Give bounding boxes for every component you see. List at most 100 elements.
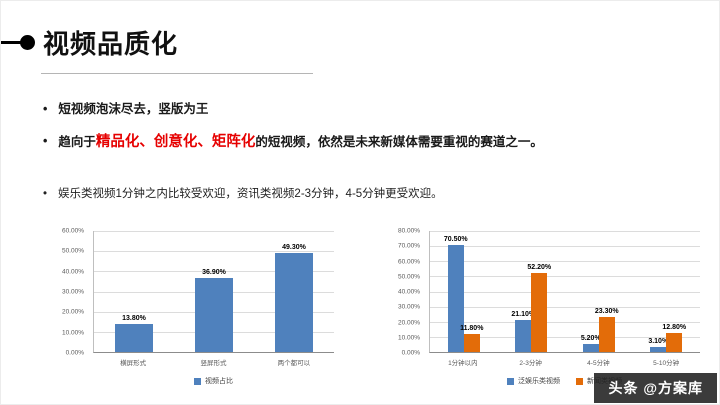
bar-value-label: 52.20% (527, 264, 552, 272)
y-tick-label: 80.00% (397, 227, 420, 235)
gridline (94, 231, 334, 232)
y-tick-label: 60.00% (397, 258, 420, 265)
bar-value-label: 11.80% (460, 325, 484, 333)
watermark-text: 头条 @方案库 (608, 380, 703, 396)
title-underline (41, 73, 313, 74)
y-tick-label: 40.00% (61, 268, 84, 276)
legend-swatch (576, 377, 583, 385)
bar-group: 49.30% (275, 231, 313, 352)
bullet-marker: • (43, 102, 48, 116)
x-category-label: 5-10分钟 (653, 360, 680, 367)
bar-group: 21.10% 52.20% (511, 231, 551, 352)
gridline (430, 246, 700, 248)
x-category-label: 4-5分钟 (587, 360, 610, 367)
gridline (94, 251, 334, 253)
gridline (430, 336, 700, 338)
gridline (94, 271, 334, 273)
bar-chart-video-duration: 80.00% 70.00% 60.00% 50.00% 40.00% 30.00% 20.0… (389, 223, 704, 391)
bullet-2: • 趋向于精品化、创意化、矩阵化的短视频，依然是未来新媒体需要重视的赛道之一。 (43, 133, 689, 153)
charts-row: 60.00% 50.00% 40.00% 30.00% 20.00% 10.00% 0.00… (1, 223, 720, 395)
x-axis-labels: 横屏形式 竖屏形式 两个都可以 (93, 354, 334, 367)
bar-series-2: 11.80% (460, 325, 483, 352)
y-tick-label: 40.00% (397, 288, 420, 296)
chart-legend: 视频占比 (93, 376, 334, 386)
title-row: 视频品质化 (1, 27, 178, 59)
y-tick-label: 30.00% (397, 303, 420, 311)
chart-plot-area: 70.50% 11.80% 21.10% 52.20% 5.20% 23.30% 3.10%… (429, 231, 700, 353)
bar-value-label: 5.20% (580, 335, 601, 343)
bar-value-label: 36.90% (202, 268, 226, 276)
page-title: 视频品质化 (43, 28, 179, 59)
bullet-3: • 娱乐类视频1分钟之内比较受欢迎，资讯类视频2-3分钟，4-5分钟更受欢迎。 (43, 187, 689, 203)
y-tick-label: 0.00% (401, 349, 420, 357)
legend-label: 泛娱乐类视频 (518, 378, 560, 385)
x-category-label: 两个都可以 (277, 360, 311, 367)
x-axis-labels: 1分钟以内 2-3分钟 4-5分钟 5-10分钟 (429, 354, 700, 367)
bar-value-label: 3.10% (648, 338, 669, 346)
y-tick-label: 50.00% (397, 273, 420, 281)
bar-value-label: 23.30% (594, 307, 619, 315)
chart-y-axis: 80.00% 70.00% 60.00% 50.00% 40.00% 30.00% 20.0… (389, 227, 425, 357)
legend-item: 视频占比 (194, 376, 233, 386)
title-decoration-line (1, 40, 23, 44)
gridline (430, 291, 700, 293)
bar-series-1: 5.20% (581, 335, 601, 352)
bar-groups: 70.50% 11.80% 21.10% 52.20% 5.20% 23.30% 3.10%… (430, 231, 700, 352)
y-tick-label: 30.00% (61, 288, 84, 296)
y-tick-label: 0.00% (65, 349, 84, 357)
bar-group: 13.80% (115, 231, 153, 352)
y-tick-label: 70.00% (397, 242, 420, 250)
bar-value-label: 13.80% (122, 315, 146, 323)
x-category-label: 竖屏形式 (200, 360, 227, 367)
y-tick-label: 60.00% (61, 227, 84, 235)
bar-group: 3.10% 12.80% (648, 231, 686, 352)
gridline (430, 231, 700, 232)
bar-value-label: 12.80% (662, 323, 687, 331)
y-tick-label: 10.00% (61, 329, 84, 337)
bar-series-1: 70.50% (444, 236, 468, 352)
watermark-badge: 头条 @方案库 (594, 373, 717, 403)
gridline (430, 261, 700, 263)
gridline (430, 276, 700, 278)
chart-y-axis: 60.00% 50.00% 40.00% 30.00% 20.00% 10.00% 0.00… (53, 227, 89, 357)
bullet-2-text: 趋向于精品化、创意化、矩阵化的短视频，依然是未来新媒体需要重视的赛道之一。 (58, 133, 543, 153)
bar-series-1: 13.80% (115, 315, 153, 352)
y-tick-label: 20.00% (61, 308, 84, 316)
legend-swatch (507, 377, 514, 385)
bullet-3-text: 娱乐类视频1分钟之内比较受欢迎，资讯类视频2-3分钟，4-5分钟更受欢迎。 (58, 188, 443, 200)
legend-label: 视频占比 (205, 378, 233, 385)
bullet-2-prefix: 趋向于 (58, 135, 96, 149)
gridline (430, 306, 700, 308)
chart-plot-area: 13.80% 36.90% 49.30% (93, 231, 334, 353)
bar-series-2: 52.20% (527, 264, 551, 352)
bullet-marker: • (43, 134, 48, 148)
bar-group: 70.50% 11.80% (444, 231, 483, 352)
bar-series-1: 36.90% (195, 269, 233, 352)
y-tick-label: 10.00% (397, 334, 420, 342)
bar-series-2: 23.30% (595, 308, 619, 352)
bullet-1-text: 短视频泡沫尽去，竖版为王 (58, 102, 209, 116)
bar-group: 36.90% (195, 231, 233, 352)
legend-item: 泛娱乐类视频 (507, 376, 560, 386)
bullet-marker: • (43, 188, 48, 200)
y-tick-label: 20.00% (397, 319, 420, 326)
bar-value-label: 49.30% (282, 243, 306, 251)
legend-swatch (194, 377, 201, 385)
bar-chart-video-orientation: 60.00% 50.00% 40.00% 30.00% 20.00% 10.00% 0.00… (53, 223, 338, 391)
x-category-label: 2-3分钟 (519, 360, 542, 367)
bullet-2-suffix: 的短视频，依然是未来新媒体需要重视的赛道之一。 (255, 135, 543, 149)
bar-value-label: 70.50% (443, 236, 468, 244)
x-category-label: 横屏形式 (120, 360, 147, 367)
gridline (430, 321, 700, 323)
bar-series-2: 12.80% (662, 324, 686, 352)
bar-series-1: 49.30% (275, 244, 313, 352)
bar-series-1: 3.10% (648, 338, 668, 352)
title-decoration-dot (20, 34, 35, 50)
bullet-1: • 短视频泡沫尽去，竖版为王 (43, 101, 689, 118)
bar-value-label: 21.10% (511, 311, 536, 319)
x-category-label: 1分钟以内 (448, 360, 478, 367)
bar-group: 5.20% 23.30% (581, 231, 619, 352)
bullet-2-highlight: 精品化、创意化、矩阵化 (95, 134, 256, 150)
bar-groups: 13.80% 36.90% 49.30% (94, 231, 334, 352)
bar-series-1: 21.10% (511, 311, 535, 352)
